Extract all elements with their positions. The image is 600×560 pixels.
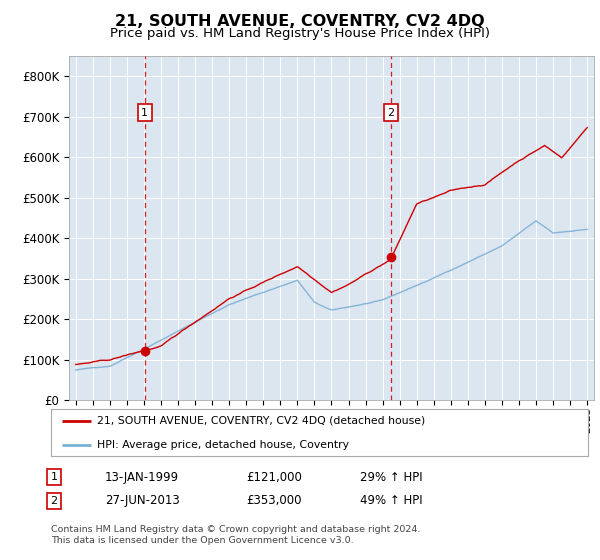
Text: HPI: Average price, detached house, Coventry: HPI: Average price, detached house, Cove… [97,440,349,450]
Text: 13-JAN-1999: 13-JAN-1999 [105,470,179,484]
Text: 2: 2 [388,108,395,118]
Text: Price paid vs. HM Land Registry's House Price Index (HPI): Price paid vs. HM Land Registry's House … [110,27,490,40]
Text: £121,000: £121,000 [246,470,302,484]
Text: £353,000: £353,000 [246,494,302,507]
Text: 27-JUN-2013: 27-JUN-2013 [105,494,180,507]
Text: Contains HM Land Registry data © Crown copyright and database right 2024.
This d: Contains HM Land Registry data © Crown c… [51,525,421,545]
Text: 29% ↑ HPI: 29% ↑ HPI [360,470,422,484]
Text: 1: 1 [141,108,148,118]
Text: 1: 1 [50,472,58,482]
Text: 21, SOUTH AVENUE, COVENTRY, CV2 4DQ (detached house): 21, SOUTH AVENUE, COVENTRY, CV2 4DQ (det… [97,416,425,426]
Text: 2: 2 [50,496,58,506]
Text: 49% ↑ HPI: 49% ↑ HPI [360,494,422,507]
Text: 21, SOUTH AVENUE, COVENTRY, CV2 4DQ: 21, SOUTH AVENUE, COVENTRY, CV2 4DQ [115,14,485,29]
